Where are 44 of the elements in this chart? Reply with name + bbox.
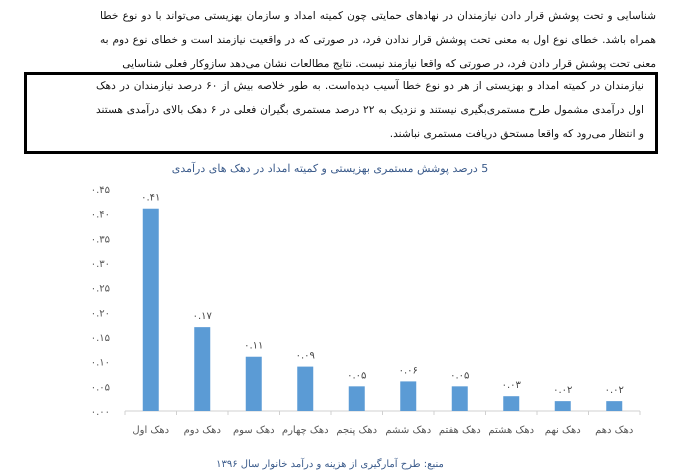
text: نیازمندان در کمیته امداد و بهزیستی از هر دو نوع خطا آسیب دیده‌است. به طور خلاصه بیش از ۶۰ درصد نیازمندان در دهک اول درآمدی مشمول طرح مستمری‌بگیری نیستند و نزدیک به ۲۲ درصد مستمری بگیران فعلی در ۶ دهک بالای درآمدی هستند و انتظار می‌رود که واقعا مستحق دریافت مستمری نباشند. [96, 78, 644, 142]
x-tick-label: دهک هشتم [488, 425, 534, 436]
x-tick-label: دهک دهم [595, 425, 634, 436]
y-tick-label: ۰.۴۰ [90, 210, 110, 221]
y-tick-label: ۰.۳۵ [90, 234, 110, 246]
bar [606, 401, 622, 411]
x-tick-label: دهک اول [132, 425, 170, 436]
x-tick-label: دهک نهم [544, 425, 581, 436]
x-tick-label: دهک دوم [184, 425, 221, 436]
data-label: ۰.۰۵ [450, 370, 470, 382]
data-label: ۰.۱۷ [192, 311, 213, 322]
data-label: ۰.۰۹ [296, 350, 315, 362]
x-tick-label: دهک سوم [232, 425, 275, 436]
bar [348, 386, 365, 411]
x-tick-label: دهک ششم [385, 425, 432, 436]
y-tick-label: ۰.۰۵ [90, 382, 110, 394]
y-tick-label: ۰.۳۰ [90, 259, 110, 270]
bar [246, 356, 262, 411]
text: منبع: طرح آمارگیری از هزینه و درآمد خانوار سال ۱۳۹۶ [216, 457, 444, 470]
chart-title: 5 درصد پوشش مستمری بهزیستی و کمیته امداد در دهک های درآمدی [172, 161, 488, 175]
y-tick-label: ۰.۲۰ [90, 308, 110, 320]
bar [297, 366, 314, 411]
bar [194, 327, 210, 411]
y-tick-label: ۰.۱۰ [90, 358, 110, 369]
y-tick-label: ۰.۲۵ [90, 284, 110, 295]
y-tick-label: ۰.۴۵ [90, 185, 110, 196]
y-tick-label: ۰.۰۰ [90, 407, 110, 418]
data-label: ۰.۰۲ [604, 385, 624, 396]
data-label: ۰.۰۶ [398, 365, 418, 376]
bar [142, 208, 159, 411]
x-tick-label: دهک هفتم [438, 425, 481, 436]
text: شناسایی و تحت پوشش قرار دادن نیازمندان در نهادهای حمایتی چون کمیته امداد و سازمان بهزیستی می‌تواند با دو نوع خطا همراه باشد. خطای نوع اول به معنی تحت پوشش قرار ندادن فرد، در صورتی که در واقعیت نیازمند است و خطای نوع دوم به معنی تحت پوشش قرار دادن فرد، در صورتی که واقعا نیازمند نیست. نتایج مطالعات نشان می‌دهد سازوکار فعلی شناسایی [100, 9, 656, 72]
data-label: ۰.۰۳ [502, 380, 522, 392]
bar [554, 401, 571, 411]
y-tick-label: ۰.۱۵ [90, 333, 110, 344]
data-label: ۰.۴۱ [141, 192, 160, 204]
bar [452, 386, 468, 411]
data-label: ۰.۰۲ [553, 385, 572, 396]
data-label: ۰.۱۱ [244, 340, 264, 352]
data-label: ۰.۰۵ [347, 370, 366, 382]
x-tick-label: دهک پنجم [336, 425, 378, 436]
bar [400, 381, 416, 411]
bar [503, 396, 520, 411]
x-tick-label: دهک چهارم [282, 425, 329, 436]
